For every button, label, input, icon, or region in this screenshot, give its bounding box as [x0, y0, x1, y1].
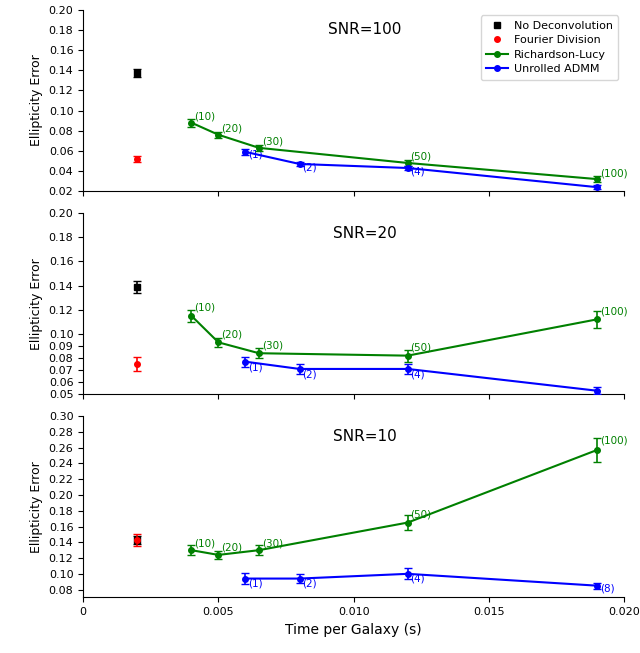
Text: (20): (20)	[221, 123, 242, 134]
Text: SNR=100: SNR=100	[328, 22, 401, 37]
Text: (8): (8)	[0, 652, 1, 653]
Y-axis label: Ellipticity Error: Ellipticity Error	[30, 55, 43, 146]
Text: (100): (100)	[600, 306, 627, 317]
Text: (30): (30)	[262, 340, 283, 351]
Text: (2): (2)	[302, 162, 317, 172]
Text: SNR=20: SNR=20	[333, 226, 396, 241]
X-axis label: Time per Galaxy (s): Time per Galaxy (s)	[285, 623, 422, 637]
Text: (100): (100)	[600, 168, 627, 178]
Text: (50): (50)	[410, 509, 431, 519]
Text: (50): (50)	[410, 152, 431, 162]
Text: (8): (8)	[600, 584, 614, 594]
Y-axis label: Ellipticity Error: Ellipticity Error	[30, 258, 43, 349]
Text: (4): (4)	[410, 574, 425, 584]
Y-axis label: Ellipticity Error: Ellipticity Error	[30, 461, 43, 552]
Legend: No Deconvolution, Fourier Division, Richardson-Lucy, Unrolled ADMM: No Deconvolution, Fourier Division, Rich…	[481, 16, 618, 80]
Text: (10): (10)	[194, 538, 215, 549]
Text: (20): (20)	[221, 330, 242, 340]
Text: (8): (8)	[0, 652, 1, 653]
Text: (10): (10)	[194, 112, 215, 121]
Text: (2): (2)	[302, 579, 317, 588]
Text: (1): (1)	[248, 579, 263, 588]
Text: (100): (100)	[600, 436, 627, 446]
Text: (4): (4)	[410, 370, 425, 379]
Text: SNR=10: SNR=10	[333, 429, 396, 444]
Text: (4): (4)	[410, 166, 425, 176]
Text: (30): (30)	[262, 538, 283, 549]
Text: (30): (30)	[262, 137, 283, 147]
Text: (1): (1)	[248, 362, 263, 372]
Text: (20): (20)	[221, 543, 242, 553]
Text: (10): (10)	[194, 303, 215, 313]
Text: (1): (1)	[248, 150, 263, 160]
Text: (2): (2)	[302, 370, 317, 379]
Text: (50): (50)	[410, 343, 431, 353]
